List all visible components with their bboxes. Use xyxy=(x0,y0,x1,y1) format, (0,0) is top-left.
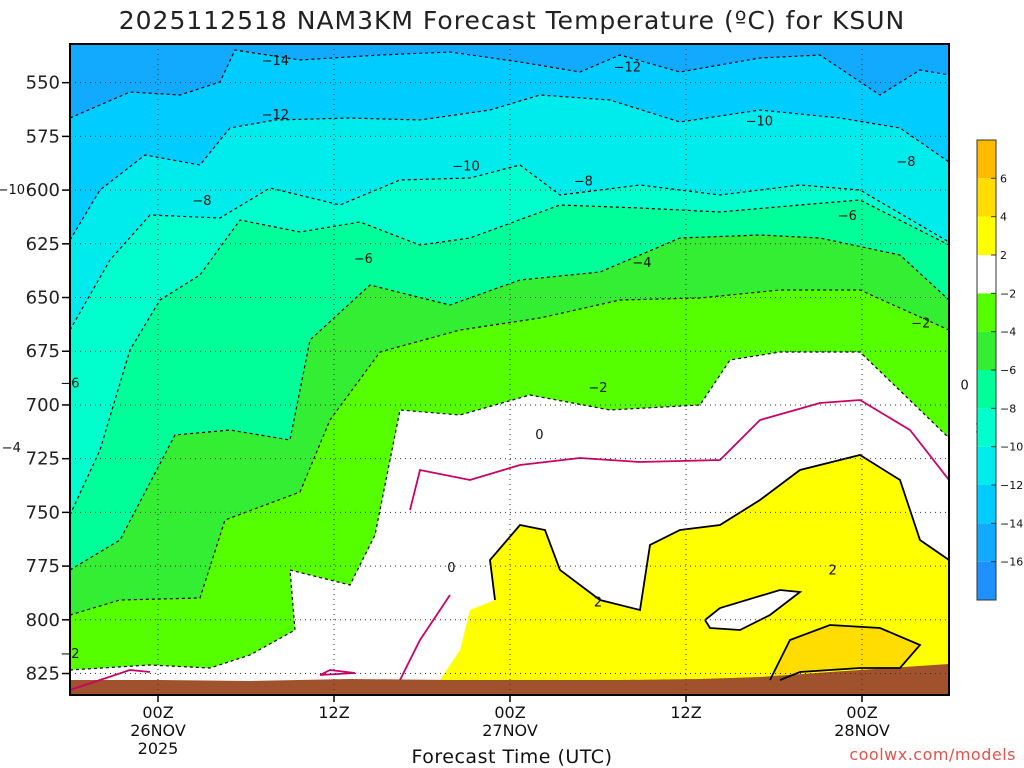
x-tick-label: 26NOV xyxy=(130,721,186,740)
contour-label: 2 xyxy=(594,596,602,611)
contour-label: −2 xyxy=(588,381,607,396)
contour-minus8 xyxy=(70,199,949,516)
y-tick-label: 700 xyxy=(26,395,60,416)
colorbar-label: −10 xyxy=(1000,441,1023,454)
colorbar-swatch xyxy=(977,370,996,409)
x-tick-label: 12Z xyxy=(670,703,701,722)
colorbar-label: 6 xyxy=(1000,172,1007,185)
y-tick-label: 750 xyxy=(26,502,60,523)
contour-label: −8 xyxy=(192,194,211,209)
contour-minus6 xyxy=(70,234,949,571)
contour-label: −2 xyxy=(911,316,930,331)
colorbar-swatch xyxy=(977,485,996,524)
contour-plus2-pocket xyxy=(704,589,803,631)
contour-label: 2 xyxy=(829,563,837,578)
contour-label: −6 xyxy=(354,252,373,267)
colorbar-label: −14 xyxy=(1000,517,1023,530)
colorbar-label: −4 xyxy=(1000,326,1016,339)
x-tick-label: 12Z xyxy=(318,703,349,722)
colorbar-label: −2 xyxy=(1000,287,1016,300)
contour-label: 0 xyxy=(535,428,543,443)
x-tick-label: 00Z xyxy=(846,703,877,722)
colorbar-label: 2 xyxy=(1000,249,1007,262)
contour-minus14 xyxy=(70,49,949,119)
contour-zero-pocket xyxy=(319,669,356,676)
colorbar-swatch xyxy=(977,523,996,562)
grid xyxy=(70,44,949,695)
colorbar-label: −12 xyxy=(1000,479,1023,492)
y-tick-label: 600 xyxy=(26,180,60,201)
contour-label: −12 xyxy=(262,108,289,123)
colorbar-swatch xyxy=(977,408,996,447)
pocket-near-zero xyxy=(705,590,800,630)
colorbar-label: 4 xyxy=(1000,211,1007,224)
contour-labels: −14−12−12−10−10−10−8−8−8−6−6−6−6−4−4−4−8… xyxy=(0,54,983,662)
contour-label: −14 xyxy=(262,54,289,69)
temperature-fill xyxy=(70,44,949,695)
contour-label: −10 xyxy=(452,159,479,174)
contour-label: −4 xyxy=(632,256,651,271)
x-tick-label: 00Z xyxy=(142,703,173,722)
colorbar-swatch xyxy=(977,561,996,600)
contour-label: −12 xyxy=(614,61,641,76)
colorbar-swatch xyxy=(977,178,996,217)
y-tick-label: 625 xyxy=(26,234,60,255)
band-plus4 xyxy=(770,625,920,680)
colorbar-label: −8 xyxy=(1000,402,1016,415)
y-tick-label: 800 xyxy=(26,610,60,631)
colorbar-swatch xyxy=(977,446,996,485)
contour-plus4 xyxy=(769,624,922,681)
contour-label: 0 xyxy=(961,379,969,394)
contour-minus10 xyxy=(70,164,949,331)
contour-label: −10 xyxy=(0,183,25,198)
x-tick-label: 27NOV xyxy=(482,721,538,740)
contour-minus2 xyxy=(70,351,949,671)
contour-label: −10 xyxy=(746,114,773,129)
colorbar-label: −6 xyxy=(1000,364,1016,377)
contour-label: 0 xyxy=(447,561,455,576)
y-tick-label: 550 xyxy=(26,73,60,94)
y-tick-label: 725 xyxy=(26,449,60,470)
contour-label: −8 xyxy=(896,155,915,170)
colorbar-label: −16 xyxy=(1000,556,1023,569)
contour-zero xyxy=(409,399,949,511)
x-tick-label: 00Z xyxy=(494,703,525,722)
colorbar-legend: −16 −14 −12 −10 −8 −6 −4 −2 2 4 6 xyxy=(976,139,1023,601)
contour-lines xyxy=(70,49,949,691)
contour-zero-left xyxy=(70,669,151,691)
ground xyxy=(70,664,949,695)
x-axis-title: Forecast Time (UTC) xyxy=(411,746,613,768)
chart-title: 2025112518 NAM3KM Forecast Temperature (… xyxy=(118,6,906,35)
y-tick-label: 775 xyxy=(26,556,60,577)
watermark: coolwx.com/models xyxy=(849,745,1016,764)
contour-minus12 xyxy=(70,94,949,241)
colorbar-swatch xyxy=(977,216,996,255)
y-axis: 550 575 600 625 650 675 700 725 750 775 800 825 xyxy=(26,73,70,685)
contour-plus2 xyxy=(489,454,949,612)
y-tick-label: 650 xyxy=(26,288,60,309)
colorbar-swatch xyxy=(977,293,996,332)
y-tick-label: 825 xyxy=(26,664,60,685)
contour-minus4 xyxy=(70,289,949,616)
y-tick-label: 675 xyxy=(26,341,60,362)
y-tick-label: 575 xyxy=(26,126,60,147)
colorbar-swatch xyxy=(977,140,996,179)
x-tick-label: 28NOV xyxy=(834,721,890,740)
colorbar-swatch xyxy=(977,331,996,370)
colorbar-swatch xyxy=(977,255,996,294)
contour-label: −4 xyxy=(2,441,21,456)
x-tick-label: 2025 xyxy=(138,739,179,758)
contour-zero-low xyxy=(399,594,451,681)
contour-label: −6 xyxy=(838,209,857,224)
contour-label: −8 xyxy=(574,175,593,190)
